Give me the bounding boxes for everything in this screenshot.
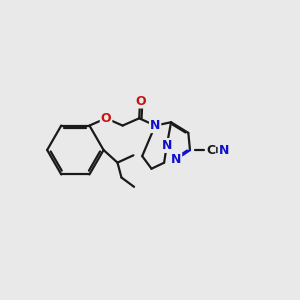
Text: O: O xyxy=(101,112,111,125)
Text: N: N xyxy=(162,139,172,152)
Text: N: N xyxy=(150,119,160,132)
Text: C: C xyxy=(206,144,215,157)
Text: N: N xyxy=(219,144,229,157)
Text: N: N xyxy=(171,153,181,166)
Text: O: O xyxy=(135,94,146,107)
